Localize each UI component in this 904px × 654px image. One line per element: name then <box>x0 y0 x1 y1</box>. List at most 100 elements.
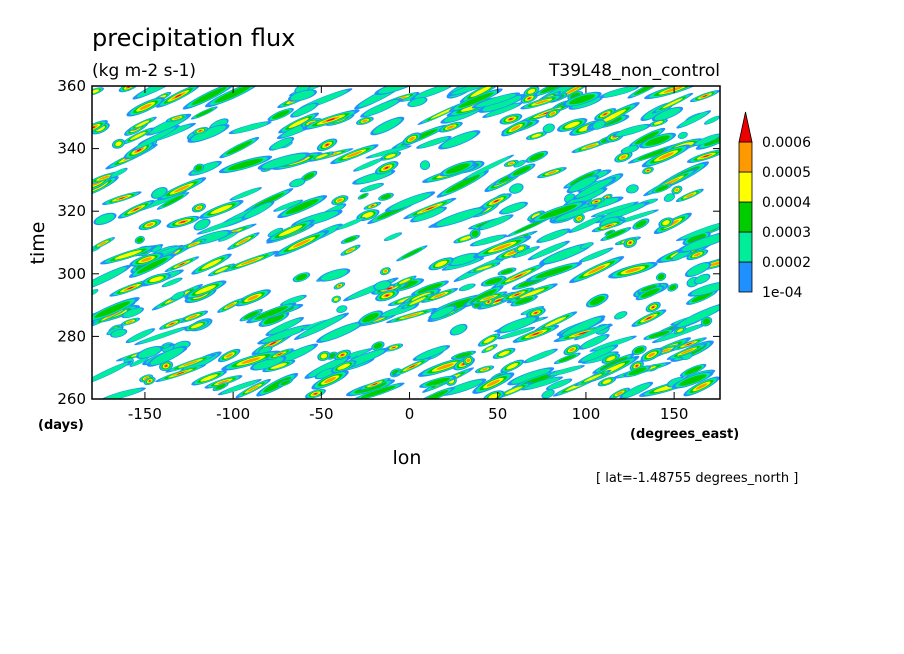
precip-cell <box>520 376 564 391</box>
precip-cell <box>407 97 428 108</box>
precip-contour <box>599 356 628 371</box>
precip-contour <box>703 155 710 158</box>
precip-cell <box>151 245 163 253</box>
precip-contour <box>677 305 720 327</box>
x-tick-label: 100 <box>572 405 601 423</box>
precip-cell <box>693 273 711 285</box>
precip-contour <box>506 362 519 370</box>
precip-contour <box>675 188 679 192</box>
precip-cell <box>134 326 189 346</box>
precip-contour <box>512 166 531 176</box>
precip-cell <box>227 232 260 250</box>
precip-contour <box>635 220 647 228</box>
precip-contour <box>232 122 269 133</box>
precip-cell <box>239 309 263 322</box>
precip-cell <box>365 145 412 159</box>
precip-cell <box>166 215 200 228</box>
precip-contour <box>98 175 110 180</box>
precip-contour <box>620 155 627 159</box>
precip-contour <box>241 357 261 364</box>
precip-contour <box>359 193 367 199</box>
precip-contour <box>190 322 204 329</box>
precip-cell <box>608 261 658 279</box>
precip-contour <box>539 204 578 220</box>
precip-contour <box>565 86 581 95</box>
precip-contour <box>337 198 343 202</box>
y-axis: 260 280 300 320 340 360 <box>57 77 720 408</box>
precip-cell <box>507 367 555 386</box>
precip-contour <box>684 366 702 375</box>
precip-cell <box>671 371 714 389</box>
precip-contour <box>262 153 307 169</box>
precip-cell <box>527 240 570 261</box>
precip-contour <box>517 246 525 251</box>
precip-contour <box>238 238 249 244</box>
precip-cell <box>526 307 546 319</box>
y-axis-label: time <box>27 222 49 265</box>
precip-cell <box>645 301 661 313</box>
precip-contour <box>288 117 309 129</box>
precip-cell <box>109 279 152 297</box>
precip-cell <box>155 364 207 383</box>
precip-contour <box>148 380 151 382</box>
precip-cell <box>92 237 116 250</box>
precip-cell <box>357 310 384 325</box>
precip-cell <box>218 231 239 242</box>
precip-cell <box>592 353 635 374</box>
precip-contour <box>171 292 185 300</box>
precip-contour <box>451 86 496 95</box>
precip-cell <box>573 213 585 224</box>
precip-cell <box>614 151 633 163</box>
precip-cell <box>428 257 454 271</box>
precip-cell <box>537 167 567 179</box>
precip-contour <box>280 380 291 386</box>
precip-cell <box>533 86 573 97</box>
precip-contour <box>663 86 683 93</box>
precip-cell <box>277 195 328 219</box>
precip-cell <box>623 237 637 249</box>
precip-contour <box>569 94 596 105</box>
precip-cell <box>218 155 273 174</box>
precip-contour <box>652 306 655 308</box>
precip-cell <box>187 123 230 143</box>
precip-contour <box>640 288 660 298</box>
precip-contour <box>660 348 672 353</box>
precip-cell <box>120 317 141 326</box>
precip-cell <box>578 333 610 350</box>
precip-cell <box>591 119 606 130</box>
precip-cell <box>420 287 459 303</box>
precip-cell <box>499 113 523 125</box>
x-tick-label: 150 <box>660 405 689 423</box>
precip-contour <box>527 97 531 100</box>
precip-contour <box>669 284 677 291</box>
precip-cell <box>525 262 583 282</box>
precip-contour <box>564 121 580 129</box>
precip-cell <box>623 365 652 378</box>
precip-cell <box>131 124 180 152</box>
precip-cell <box>672 302 720 330</box>
precip-contour <box>606 224 612 227</box>
precip-contour <box>380 194 392 200</box>
precip-cell <box>551 204 598 223</box>
precip-contour <box>226 140 253 155</box>
precip-cell <box>578 247 614 263</box>
precip-contour <box>680 348 694 355</box>
precip-contour <box>558 354 577 363</box>
precip-contour <box>214 266 229 274</box>
precip-cell <box>619 381 654 399</box>
precip-contour <box>511 368 551 384</box>
precip-cell <box>599 86 640 98</box>
precip-cell <box>700 316 713 327</box>
precip-cell <box>258 311 290 327</box>
precip-contour <box>603 86 637 97</box>
precip-cell <box>356 116 374 125</box>
precip-cell <box>566 175 600 194</box>
precip-contour <box>247 385 259 392</box>
precip-contour <box>275 200 301 211</box>
precip-cell <box>304 355 352 379</box>
precip-contour <box>570 92 581 99</box>
precip-contour <box>180 220 186 223</box>
precip-cell <box>192 127 209 135</box>
precip-contour <box>290 179 305 187</box>
x-axis-label: lon <box>393 447 422 469</box>
